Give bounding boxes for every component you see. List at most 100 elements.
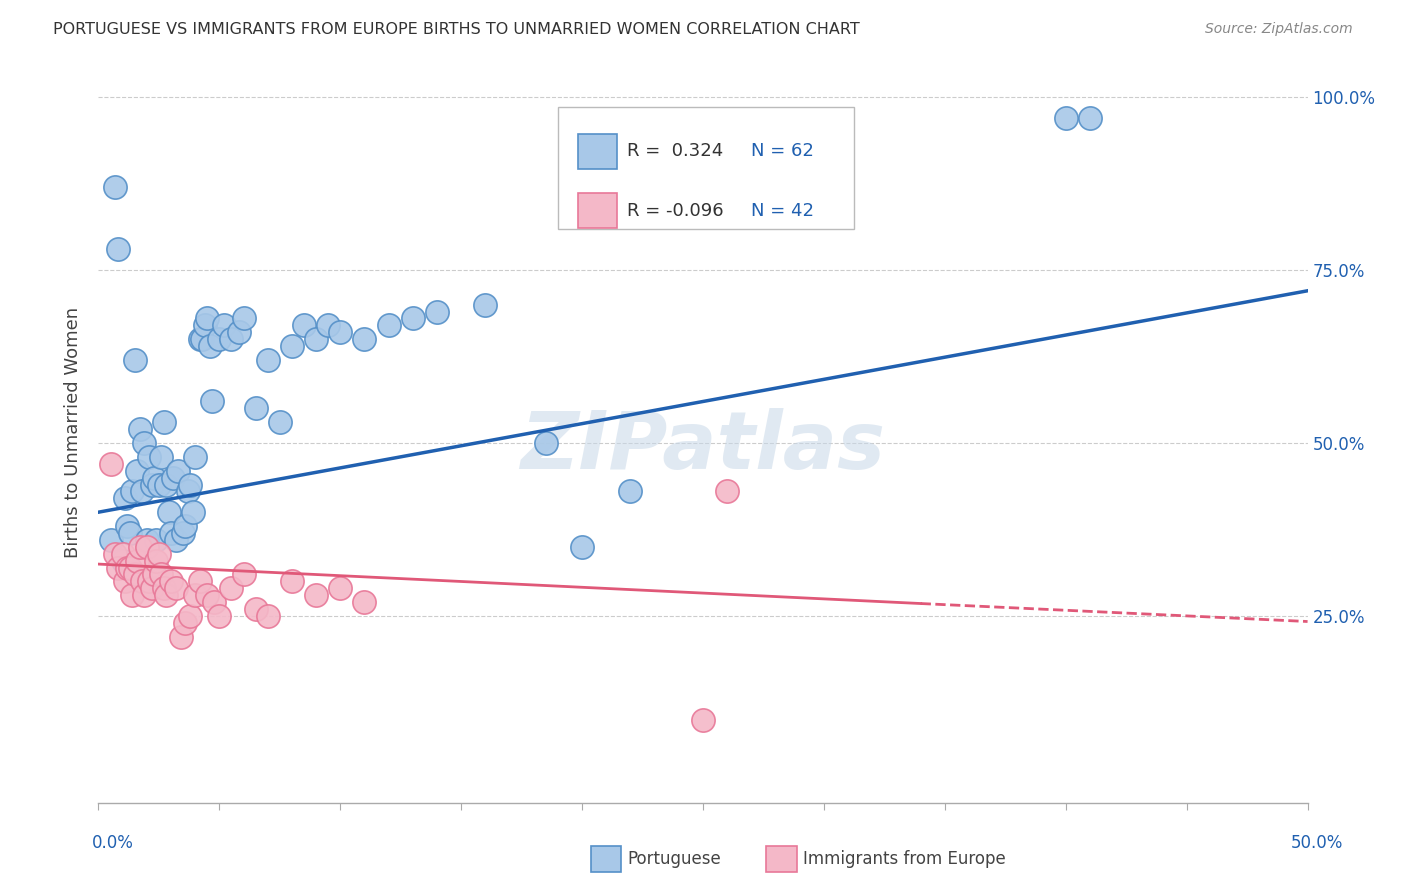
Point [256, 353, 278, 368]
Point [134, 588, 156, 602]
Point [118, 525, 141, 540]
Point [111, 554, 134, 568]
Point [107, 242, 129, 256]
Point [104, 547, 127, 561]
Point [141, 582, 163, 596]
Point [305, 332, 328, 346]
Point [143, 567, 166, 582]
Point [179, 609, 201, 624]
Text: ZIPatlas: ZIPatlas [520, 409, 886, 486]
Point [121, 484, 143, 499]
Point [212, 318, 235, 333]
Text: N = 42: N = 42 [751, 202, 814, 219]
Text: Immigrants from Europe: Immigrants from Europe [803, 850, 1005, 868]
Point [141, 477, 163, 491]
Point [174, 519, 197, 533]
Point [208, 332, 231, 346]
Point [353, 332, 375, 346]
Point [114, 491, 136, 506]
Text: 0.0%: 0.0% [91, 834, 134, 852]
Point [195, 588, 218, 602]
Point [232, 311, 254, 326]
Point [100, 457, 122, 471]
Point [107, 560, 129, 574]
Point [152, 582, 174, 596]
Point [150, 567, 173, 582]
Point [121, 588, 143, 602]
Point [619, 484, 641, 499]
Point [114, 574, 136, 589]
Point [201, 394, 224, 409]
Point [138, 574, 160, 589]
Point [160, 525, 183, 540]
Point [181, 505, 204, 519]
Y-axis label: Births to Unmarried Women: Births to Unmarried Women [63, 307, 82, 558]
Point [184, 588, 207, 602]
Point [292, 318, 315, 333]
Point [426, 304, 449, 318]
Point [127, 464, 149, 478]
Point [1054, 111, 1077, 125]
Point [353, 595, 375, 609]
Text: PORTUGUESE VS IMMIGRANTS FROM EUROPE BIRTHS TO UNMARRIED WOMEN CORRELATION CHART: PORTUGUESE VS IMMIGRANTS FROM EUROPE BIR… [53, 22, 860, 37]
Text: 50.0%: 50.0% [1291, 834, 1343, 852]
Point [232, 567, 254, 582]
Point [117, 519, 139, 533]
Point [177, 484, 200, 499]
Point [195, 311, 218, 326]
Point [198, 339, 221, 353]
Point [1078, 111, 1101, 125]
Point [172, 525, 194, 540]
Point [191, 332, 214, 346]
Point [208, 609, 231, 624]
FancyBboxPatch shape [558, 107, 855, 229]
Point [128, 422, 150, 436]
Point [305, 588, 328, 602]
Text: R = -0.096: R = -0.096 [627, 202, 724, 219]
Point [104, 180, 127, 194]
Point [534, 436, 557, 450]
Point [143, 470, 166, 484]
Point [377, 318, 399, 333]
Point [148, 547, 170, 561]
Point [127, 554, 149, 568]
Point [281, 339, 304, 353]
Point [135, 540, 157, 554]
Point [165, 533, 187, 547]
Point [145, 533, 167, 547]
Point [245, 602, 267, 616]
Text: R =  0.324: R = 0.324 [627, 143, 723, 161]
Point [124, 353, 146, 368]
Point [221, 582, 243, 596]
Point [145, 554, 167, 568]
Point [135, 533, 157, 547]
Text: Portuguese: Portuguese [627, 850, 721, 868]
Point [124, 567, 146, 582]
Point [117, 560, 139, 574]
Point [188, 574, 211, 589]
Point [128, 540, 150, 554]
Point [329, 582, 352, 596]
Point [194, 318, 217, 333]
Point [221, 332, 243, 346]
FancyBboxPatch shape [578, 134, 617, 169]
Text: N = 62: N = 62 [751, 143, 814, 161]
Point [281, 574, 304, 589]
Point [245, 401, 267, 416]
Point [174, 615, 197, 630]
Point [188, 332, 211, 346]
Point [167, 464, 190, 478]
Point [155, 588, 177, 602]
Point [131, 574, 153, 589]
Point [150, 450, 173, 464]
Point [402, 311, 425, 326]
Point [111, 547, 134, 561]
Point [162, 470, 184, 484]
FancyBboxPatch shape [578, 193, 617, 228]
Point [155, 477, 177, 491]
Point [474, 297, 496, 311]
Point [169, 630, 191, 644]
Point [184, 450, 207, 464]
Point [204, 595, 226, 609]
Point [716, 484, 738, 499]
